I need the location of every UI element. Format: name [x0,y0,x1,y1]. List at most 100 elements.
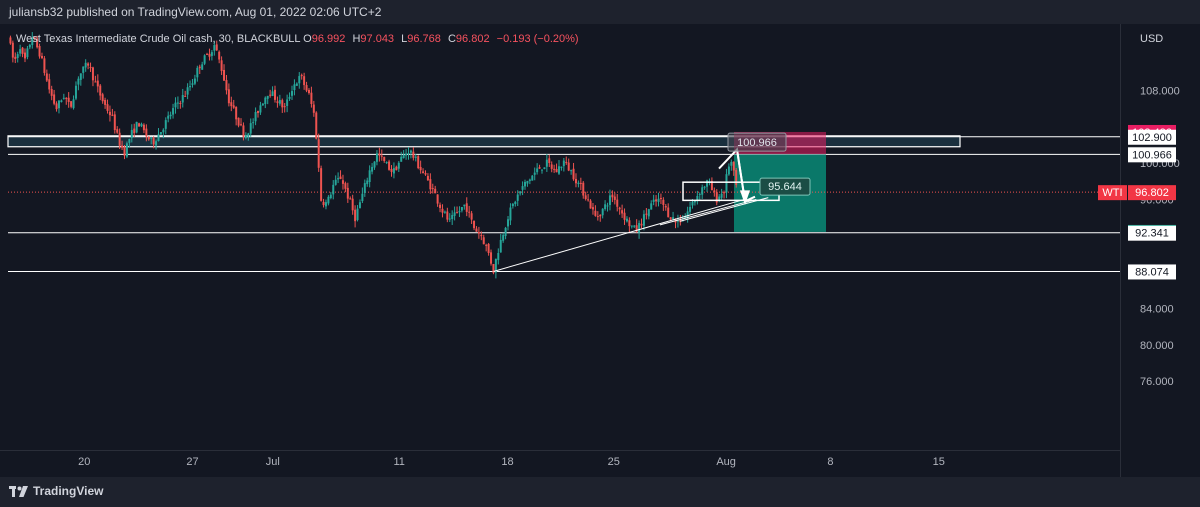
candle-body [601,208,604,216]
candle-body [414,156,417,158]
candle-body [623,212,626,220]
candle-body [45,73,48,81]
y-tick-label: 76.000 [1140,376,1174,388]
candle-body [23,52,26,59]
candle-body [358,202,361,209]
candle-body [628,220,631,227]
candle-body [669,217,672,220]
candle-body [300,74,303,77]
candle-body [417,156,420,169]
candle-body [11,42,14,58]
candle-body [475,228,478,232]
candle-body [594,210,597,216]
candle-body [176,102,179,104]
candle-body [349,198,352,200]
candle-body [334,179,337,185]
candle-body [193,78,196,84]
candle-body [332,184,335,195]
candle-body [19,49,22,54]
candle-body [361,193,364,202]
x-tick-label: 18 [501,456,513,468]
candle-body [465,203,468,212]
candle-body [191,83,194,85]
candle-body [48,79,51,90]
candle-body [579,182,582,184]
candle-body [511,203,514,207]
price-tag-bg [1128,129,1176,145]
candle-body [281,100,284,108]
candle-body [57,100,60,109]
candle-body [283,106,286,108]
candle-body [247,133,250,137]
open-value: 96.992 [311,33,346,45]
candle-body [116,129,119,133]
candle-body [232,105,235,108]
candle-body [341,180,344,184]
candle-body [99,85,102,96]
candle-body [504,227,507,237]
price-tag: 102.900 [1132,132,1172,144]
candle-body [490,252,493,264]
chart-area[interactable]: 76.000 80.000 84.000 96.000 100.000 108.000 20… [0,24,1200,477]
candle-body [324,202,327,207]
candle-body [400,156,403,162]
candle-body [320,168,323,201]
candle-body [524,181,527,187]
candle-body [354,209,357,222]
candle-body [60,100,63,103]
candle-body [118,132,121,146]
close-value: 96.802 [455,33,490,45]
candle-body [548,158,551,164]
candle-body [77,78,80,85]
footer-bar: TradingView [0,477,1200,507]
candle-body [497,252,500,261]
candle-body [108,111,111,116]
candle-body [9,37,12,44]
candle-body [227,89,230,104]
candle-body [531,175,534,181]
candle-body [662,199,665,205]
trendline [493,198,745,272]
candle-body [516,194,519,201]
candle-body [186,87,189,95]
tradingview-brand[interactable]: TradingView [33,484,104,498]
candle-body [84,62,87,68]
candle-body [456,212,459,214]
low-value: 96.768 [407,33,441,45]
candle-body [235,106,238,120]
candle-body [570,170,573,172]
high-value: 97.043 [360,33,395,45]
candle-body [218,51,221,60]
candle-body [509,207,512,221]
candle-body [441,208,444,213]
candle-body [252,122,255,124]
candle-body [405,153,408,156]
candle-body [264,97,267,105]
candle-body [686,211,689,218]
candle-body [468,211,471,213]
candle-body [657,198,660,202]
candle-body [735,170,738,185]
candle-body [55,103,58,110]
x-tick-label: 11 [393,456,404,468]
price-chart[interactable]: 76.00080.00084.00096.000100.000108.00020… [0,24,1200,477]
candle-body [339,176,342,179]
candle-body [295,83,298,86]
candle-body [676,220,679,222]
tradingview-logo-icon [9,486,28,497]
candle-body [36,38,39,48]
candle-body [208,53,211,57]
candle-body [87,63,90,66]
candle-body [667,207,670,218]
candle-body [698,193,701,195]
candle-body [572,168,575,180]
candle-body [616,199,619,207]
candle-body [710,180,713,191]
candle-body [288,96,291,99]
candle-body [259,105,262,113]
candle-body [79,73,82,80]
candle-body [368,170,371,183]
entry-annotation: 100.966 [737,137,777,149]
candle-body [198,66,201,69]
candle-body [72,99,75,109]
